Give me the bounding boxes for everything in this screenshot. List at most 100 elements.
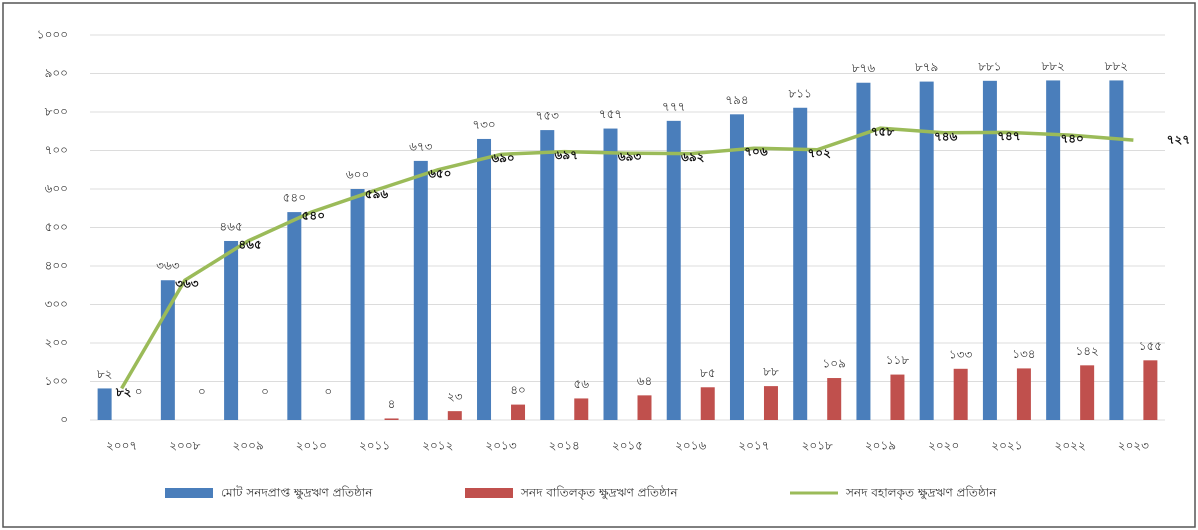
y-tick-label: ১০০০ (37, 28, 68, 42)
data-label: ১১৮ (886, 353, 910, 367)
data-label: ৫৪০ (283, 191, 306, 205)
data-label: ৭৪৭ (997, 129, 1020, 143)
bar (224, 240, 239, 420)
legend-swatch (165, 488, 213, 498)
bar (350, 189, 365, 420)
data-label: ৭৪৬ (934, 129, 958, 143)
bar (856, 82, 871, 421)
x-tick-label: ২০২০ (928, 439, 959, 453)
bar (982, 80, 997, 420)
data-label: ৮৮ (763, 365, 779, 379)
data-label: ৮২ (97, 367, 113, 381)
data-label: ৭৫৩ (536, 109, 560, 123)
y-tick-label: ৯০০ (45, 66, 68, 80)
y-tick-label: ৩০০ (45, 297, 68, 311)
data-label: ৫৬ (573, 377, 589, 391)
bar (1080, 365, 1095, 420)
bar (287, 212, 302, 420)
x-tick-label: ২০০৮ (169, 439, 200, 453)
x-tick-label: ২০১৯ (865, 439, 896, 453)
bar (1143, 360, 1158, 420)
line (120, 126, 1134, 390)
x-tick-label: ২০১৭ (738, 439, 769, 453)
bar (763, 386, 778, 420)
data-label: ৮১১ (789, 86, 812, 100)
data-label: ৭৫৭ (599, 107, 622, 121)
data-label: ৬৭৩ (409, 139, 433, 153)
bar (574, 398, 589, 420)
bar (384, 418, 399, 420)
y-tick-label: ১০০ (45, 374, 68, 388)
x-tick-label: ২০১০ (296, 439, 327, 453)
data-label: ৩৬৩ (156, 259, 180, 273)
legend-label: সনদ বহালকৃত ক্ষুদ্রঋণ প্রতিষ্ঠান (845, 486, 997, 501)
x-tick-label: ২০২২ (1055, 439, 1086, 453)
x-tick-label: ২০২১ (991, 439, 1022, 453)
data-label: ৮৭৯ (915, 60, 938, 74)
data-label: ১৩৩ (949, 347, 973, 361)
data-label: ৫৪০ (302, 209, 325, 223)
bar (477, 138, 492, 420)
data-label: ০ (198, 385, 206, 399)
data-label: ৬৯৩ (618, 150, 642, 164)
data-label: ১৪২ (1075, 344, 1098, 358)
y-tick-label: ০ (60, 413, 68, 427)
data-label: ৬৯২ (681, 150, 705, 164)
data-label: ৬০০ (346, 168, 369, 182)
data-label: ৭০২ (807, 146, 831, 160)
data-label: ১০৯ (823, 357, 846, 371)
data-label: ৮২ (115, 385, 132, 399)
data-label: ১৩৪ (1012, 347, 1035, 361)
data-label: ৭২৭ (1167, 133, 1190, 147)
bar (97, 388, 112, 420)
x-tick-label: ২০১১ (359, 439, 390, 453)
data-label: ৬৫০ (428, 166, 451, 180)
data-label: ৭৫৮ (871, 125, 895, 139)
x-tick-label: ২০১৪ (549, 439, 580, 453)
data-label: ৮৮২ (1041, 59, 1064, 73)
legend-label: মোট সনদপ্রাপ্ত ক্ষুদ্রঋণ প্রতিষ্ঠান (221, 486, 373, 501)
bar (793, 107, 808, 420)
legend-label: সনদ বাতিলকৃত ক্ষুদ্রঋণ প্রতিষ্ঠান (520, 486, 678, 501)
bar (1016, 368, 1031, 420)
bar (603, 128, 618, 420)
bar (447, 411, 462, 420)
y-tick-label: ৭০০ (45, 143, 68, 157)
data-label: ৬৪ (637, 374, 653, 388)
data-label: ২৩ (447, 390, 463, 404)
data-label: ৩৬৩ (175, 277, 199, 291)
data-label: ৭৯৪ (725, 93, 748, 107)
bar (700, 387, 715, 420)
bar (1046, 80, 1061, 421)
bar (890, 374, 905, 420)
y-tick-label: ৮০০ (45, 105, 68, 119)
legend-swatch (465, 488, 513, 498)
data-label: ০ (261, 385, 269, 399)
data-label: ৪০ (510, 383, 526, 397)
x-tick-label: ২০১৩ (485, 439, 516, 453)
x-tick-label: ২০১৬ (675, 439, 706, 453)
data-label: ৭০৬ (744, 145, 768, 159)
data-label: ৭৭৭ (662, 99, 685, 113)
x-tick-label: ২০১২ (422, 439, 453, 453)
x-tick-label: ২০১৮ (802, 439, 833, 453)
y-tick-label: ৫০০ (45, 220, 68, 234)
data-label: ৫৯৬ (365, 187, 389, 201)
x-tick-label: ২০০৭ (106, 439, 137, 453)
bar (1109, 80, 1124, 421)
bar (637, 395, 652, 420)
y-tick-label: ৬০০ (45, 182, 68, 196)
y-tick-label: ৪০০ (45, 259, 68, 273)
x-tick-label: ২০২৩ (1118, 439, 1149, 453)
bar (511, 404, 526, 420)
data-label: ৪৬৫ (238, 237, 262, 251)
data-label: ১৫৫ (1139, 339, 1162, 353)
data-label: ০ (135, 385, 143, 399)
x-tick-label: ২০১৫ (612, 439, 643, 453)
data-label: ৪৬৫ (219, 219, 242, 233)
bar (666, 120, 681, 420)
data-label: ৮৮১ (978, 59, 1001, 73)
bar (919, 81, 934, 421)
